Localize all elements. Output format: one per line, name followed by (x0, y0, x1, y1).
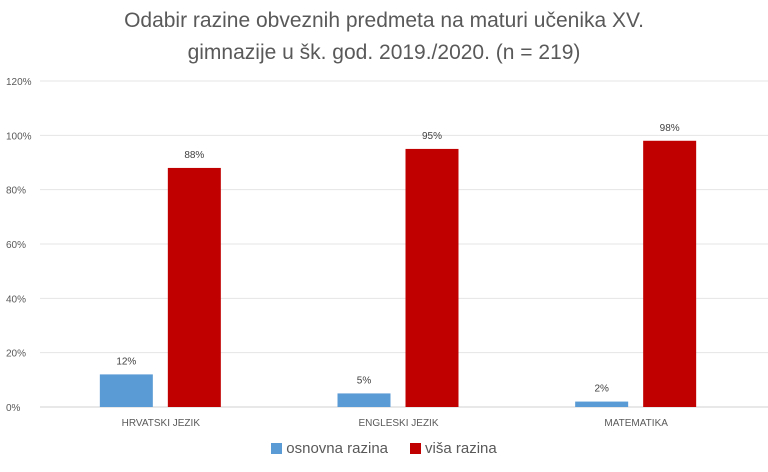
data-label: 5% (357, 375, 372, 386)
y-tick-label: 20% (6, 349, 26, 360)
bar (337, 393, 391, 407)
data-label: 12% (116, 356, 136, 367)
bar (167, 167, 221, 407)
bar (643, 140, 697, 407)
x-tick-label: ENGLESKI JEZIK (358, 418, 438, 429)
y-tick-label: 40% (6, 294, 26, 305)
y-tick-label: 60% (6, 240, 26, 251)
data-label: 2% (594, 384, 609, 395)
x-tick-label: MATEMATIKA (604, 418, 668, 429)
chart-title-line1: Odabir razine obveznih predmeta na matur… (124, 9, 644, 32)
legend-swatch-visa (410, 443, 422, 454)
data-label: 88% (184, 150, 204, 161)
data-label: 95% (422, 131, 442, 142)
legend-swatch-osnovna (271, 443, 283, 454)
chart-title-line2: gimnazije u šk. god. 2019./2020. (n = 21… (187, 41, 581, 64)
legend: osnovna razina viša razina (0, 440, 768, 457)
legend-item-osnovna: osnovna razina (271, 440, 388, 457)
legend-item-visa: viša razina (410, 440, 497, 457)
y-tick-label: 100% (6, 131, 32, 142)
legend-label-osnovna: osnovna razina (286, 440, 389, 457)
y-tick-label: 120% (6, 77, 32, 88)
bar (575, 401, 629, 407)
bar (405, 148, 459, 407)
legend-label-visa: viša razina (425, 440, 497, 457)
y-tick-label: 0% (6, 403, 21, 414)
y-tick-label: 80% (6, 186, 26, 197)
x-tick-label: HRVATSKI JEZIK (122, 418, 201, 429)
data-label: 98% (660, 123, 680, 134)
bar (99, 374, 153, 407)
